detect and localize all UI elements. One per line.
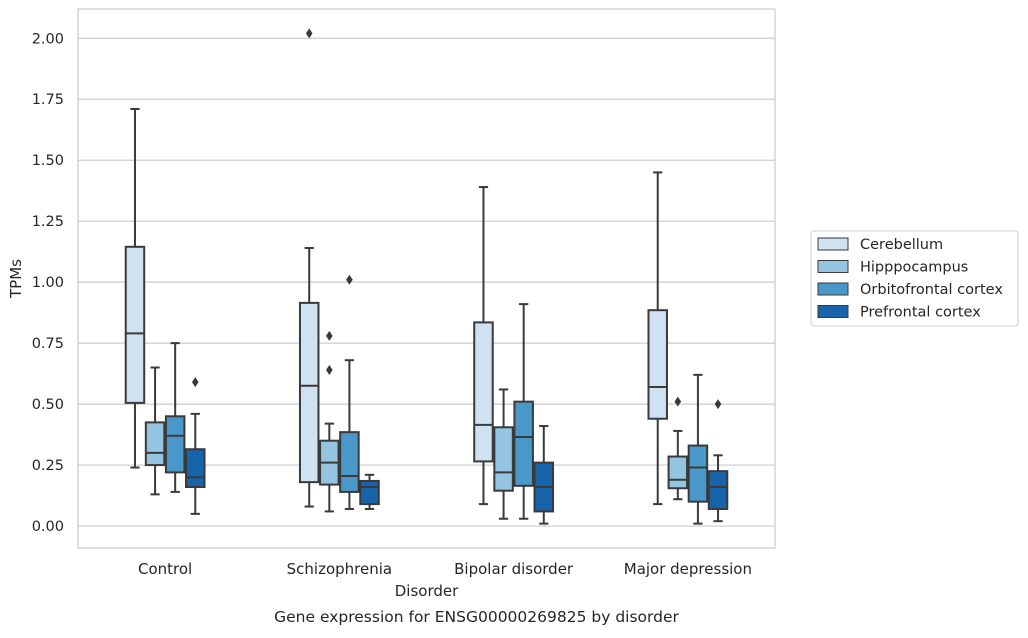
box-1-1 bbox=[319, 330, 340, 513]
boxes bbox=[124, 28, 729, 525]
y-tick-label: 0.50 bbox=[32, 397, 64, 413]
y-tick-label: 0.25 bbox=[32, 458, 64, 474]
legend-frame bbox=[810, 230, 1019, 327]
box-2-1 bbox=[339, 274, 360, 510]
y-tick-label: 0.00 bbox=[32, 519, 64, 535]
x-axis-ticks: Control Schizophrenia Bipolar disorder Majo… bbox=[138, 560, 752, 578]
legend-swatch bbox=[817, 260, 849, 273]
legend-items: Cerebellum Hipppocampus Orbitofrontal cort… bbox=[817, 237, 1003, 321]
x-tick-label: Major depression bbox=[624, 560, 752, 578]
box-iqr bbox=[359, 479, 380, 506]
box-iqr bbox=[339, 431, 360, 493]
box-iqr bbox=[144, 421, 166, 467]
box-2-2 bbox=[513, 303, 534, 520]
box-iqr bbox=[473, 321, 494, 463]
box-1-2 bbox=[493, 388, 514, 520]
box-3-0 bbox=[185, 377, 206, 515]
box-3-3 bbox=[707, 399, 729, 523]
box-iqr bbox=[667, 455, 689, 490]
x-tick-label: Bipolar disorder bbox=[454, 560, 574, 578]
box-iqr bbox=[513, 400, 534, 487]
y-tick-label: 1.25 bbox=[32, 214, 64, 230]
x-tick-label: Control bbox=[138, 560, 192, 578]
box-2-3 bbox=[687, 373, 709, 525]
x-tick-label: Schizophrenia bbox=[287, 560, 392, 578]
chart-title: Gene expression for ENSG00000269825 by d… bbox=[274, 608, 679, 626]
box-iqr bbox=[298, 301, 320, 484]
box-1-3 bbox=[667, 396, 689, 501]
outlier-point bbox=[674, 396, 682, 407]
box-iqr bbox=[687, 444, 709, 503]
outlier-point bbox=[326, 330, 333, 341]
box-1-0 bbox=[144, 366, 166, 496]
y-tick-label: 0.75 bbox=[32, 336, 64, 352]
box-0-0 bbox=[124, 107, 146, 469]
legend: Cerebellum Hipppocampus Orbitofrontal cort… bbox=[810, 230, 1019, 327]
outlier-point bbox=[346, 274, 353, 285]
y-tick-label: 1.50 bbox=[32, 153, 64, 169]
legend-label: Hipppocampus bbox=[860, 260, 968, 276]
plot-frame bbox=[77, 8, 776, 549]
y-tick-label: 2.00 bbox=[32, 31, 64, 47]
box-0-1 bbox=[298, 28, 320, 508]
outlier-point bbox=[305, 28, 313, 39]
legend-label: Cerebellum bbox=[860, 237, 943, 253]
box-3-1 bbox=[359, 473, 380, 510]
outlier-point bbox=[714, 399, 722, 410]
legend-label: Prefrontal cortex bbox=[860, 305, 981, 321]
box-iqr bbox=[164, 415, 186, 474]
x-axis-label: Disorder bbox=[395, 582, 459, 600]
legend-swatch bbox=[817, 282, 849, 296]
outlier-point bbox=[326, 364, 333, 375]
y-axis-ticks: 0.00 0.25 0.50 0.75 1.00 1.25 1.50 1.75 2.00 bbox=[32, 31, 64, 535]
y-axis-label: TPMs bbox=[7, 259, 25, 299]
outlier-point bbox=[191, 377, 199, 388]
legend-swatch bbox=[817, 237, 849, 251]
y-tick-label: 1.00 bbox=[32, 275, 64, 291]
box-iqr bbox=[647, 309, 668, 420]
box-iqr bbox=[185, 448, 206, 489]
box-0-2 bbox=[473, 186, 494, 506]
legend-label: Orbitofrontal cortex bbox=[860, 282, 1003, 298]
box-iqr bbox=[124, 245, 146, 404]
box-0-3 bbox=[647, 171, 668, 506]
box-iqr bbox=[493, 426, 514, 492]
box-iqr bbox=[707, 470, 729, 510]
box-2-0 bbox=[164, 342, 186, 493]
y-tick-label: 1.75 bbox=[32, 92, 64, 108]
legend-swatch bbox=[817, 305, 849, 318]
box-3-2 bbox=[533, 425, 555, 525]
